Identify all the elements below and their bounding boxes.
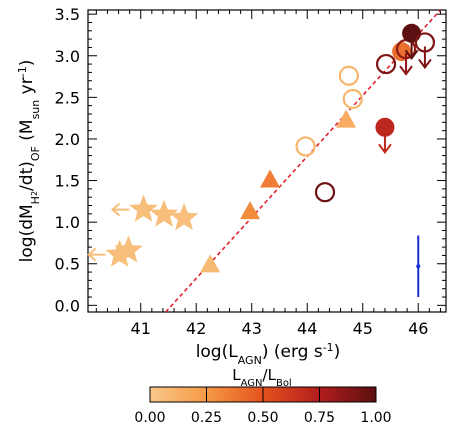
y-tick-label: 1.5 bbox=[55, 172, 80, 191]
y-tick-label: 0.0 bbox=[55, 296, 80, 315]
upper-limit-arrow-down bbox=[418, 46, 432, 70]
y-tick-label: 2.0 bbox=[55, 130, 80, 149]
error-bar bbox=[416, 235, 421, 298]
filled-circle-marker bbox=[375, 117, 395, 137]
colorbar-ticks: 0.00 0.25 0.50 0.75 1.00 bbox=[134, 387, 392, 426]
y-tick-label: 2.5 bbox=[55, 88, 80, 107]
upper-limit-arrow-left bbox=[110, 202, 130, 217]
y-tick-label: 0.5 bbox=[55, 255, 80, 274]
colorbar-title: LAGN/LBol bbox=[232, 366, 291, 389]
upper-limit-arrow-left bbox=[87, 247, 106, 262]
error-bar-center bbox=[416, 264, 421, 269]
open-circle-marker bbox=[375, 53, 397, 75]
y-tick-label: 1.0 bbox=[55, 213, 80, 232]
triangle-marker bbox=[260, 169, 281, 188]
x-tick-label: 42 bbox=[186, 319, 206, 338]
star-marker bbox=[169, 202, 199, 231]
colorbar-tick-label: 1.00 bbox=[360, 410, 391, 426]
triangle-marker bbox=[200, 254, 221, 273]
open-circle-marker bbox=[414, 32, 436, 53]
x-tick-label: 44 bbox=[297, 319, 317, 338]
triangle-marker bbox=[240, 201, 261, 220]
star-marker bbox=[149, 199, 179, 227]
star-marker bbox=[114, 235, 143, 263]
data-points bbox=[87, 23, 436, 273]
colorbar-tick-label: 0.75 bbox=[304, 410, 335, 426]
colorbar-tick-label: 0.50 bbox=[247, 410, 278, 426]
open-circle-marker bbox=[338, 65, 359, 86]
fit-line bbox=[165, 10, 442, 312]
y-tick-label: 3.5 bbox=[55, 5, 80, 24]
x-tick-label: 45 bbox=[353, 319, 373, 338]
colorbar-tick-label: 0.25 bbox=[191, 410, 222, 426]
colorbar-tick-label: 0.00 bbox=[134, 410, 165, 426]
x-axis-label: log(LAGN) (erg s-1) bbox=[196, 341, 341, 367]
triangle-marker bbox=[336, 109, 357, 128]
x-tick-label: 41 bbox=[131, 319, 151, 338]
y-axis-label: log(dMH2/dt)OF (Msun yr-1) bbox=[16, 60, 42, 263]
star-marker bbox=[105, 239, 134, 267]
open-circle-marker bbox=[295, 136, 316, 157]
upper-limit-arrow-down bbox=[399, 53, 413, 76]
x-tick-label: 46 bbox=[408, 319, 428, 338]
x-axis-ticks: 41 42 43 44 45 46 bbox=[95, 10, 441, 338]
y-tick-label: 3.0 bbox=[55, 47, 80, 66]
plot-frame bbox=[87, 9, 447, 313]
y-axis-ticks: 0.0 0.5 1.0 1.5 2.0 2.5 3.0 3.5 bbox=[55, 5, 446, 315]
open-circle-marker bbox=[342, 88, 363, 110]
open-circle-marker bbox=[314, 182, 336, 203]
x-tick-label: 43 bbox=[242, 319, 262, 338]
star-marker bbox=[129, 194, 158, 222]
filled-circle-marker bbox=[402, 23, 422, 43]
